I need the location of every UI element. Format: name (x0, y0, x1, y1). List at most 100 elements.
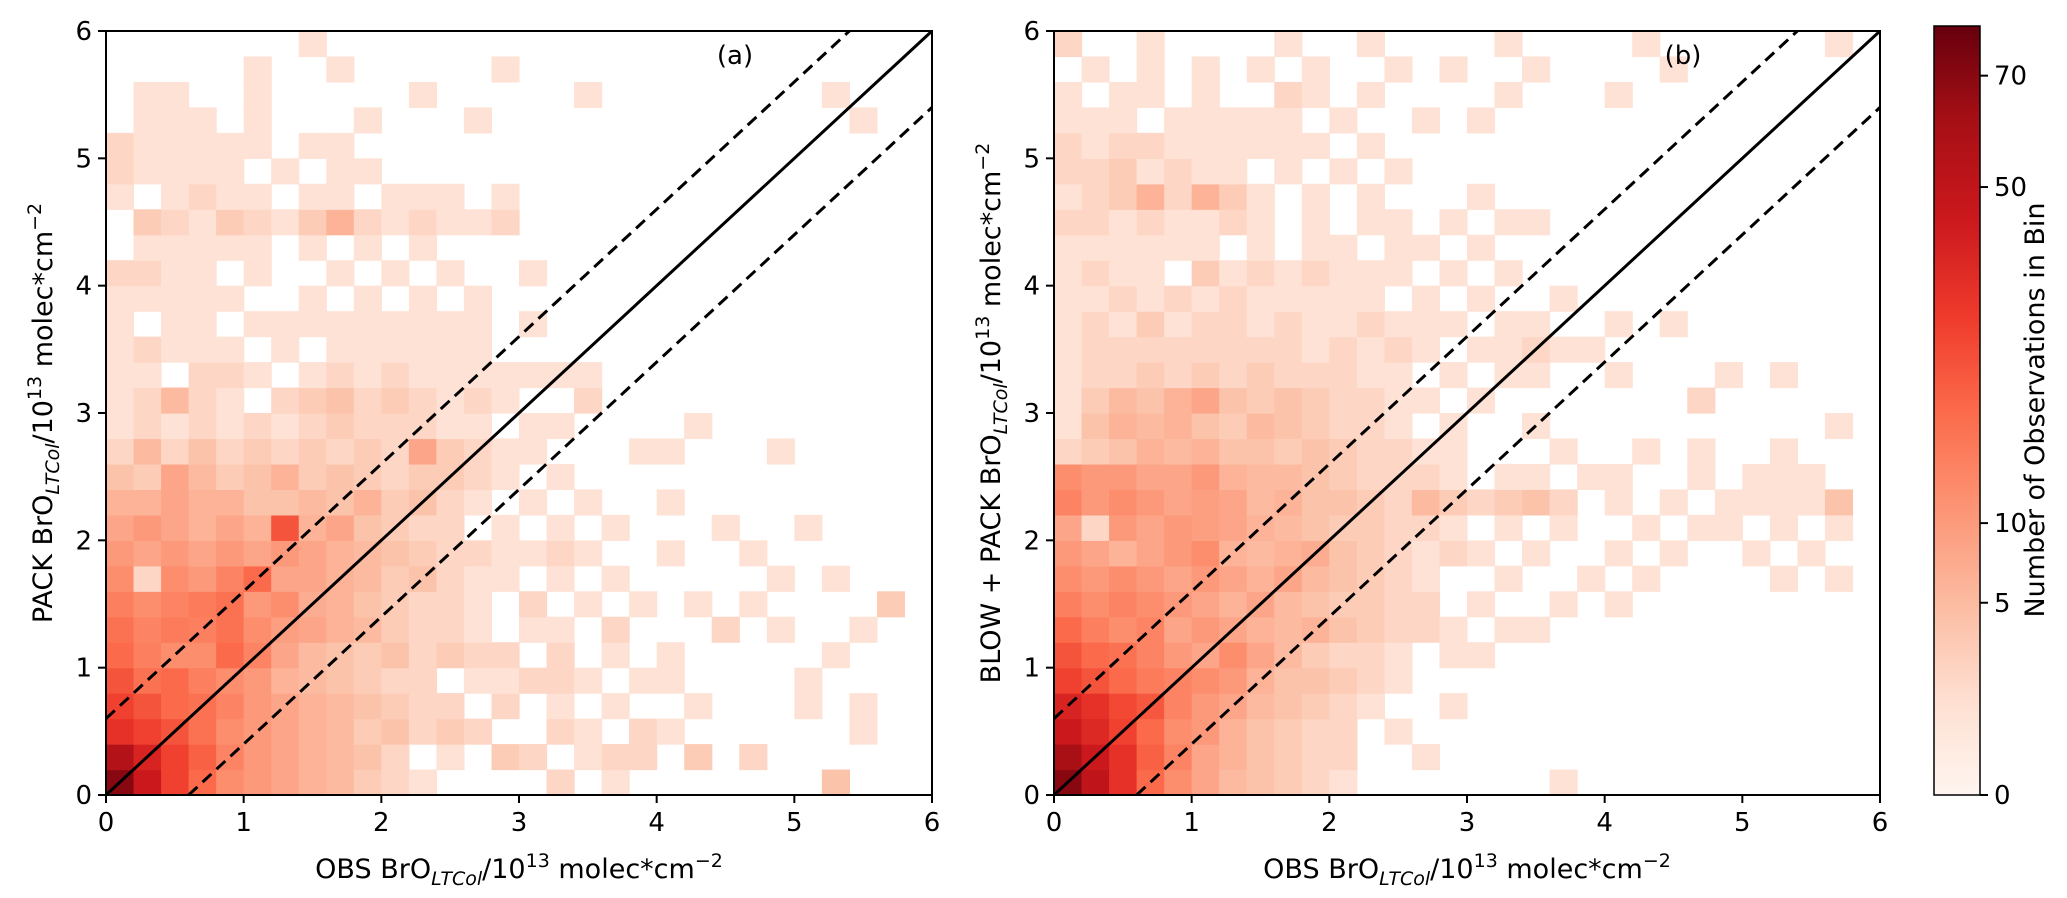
heatmap-cell (463, 667, 493, 694)
x-axis-label-b: OBS BrOLTCol/1013 molec*cm−2 (1263, 850, 1671, 890)
heatmap-cell (463, 285, 493, 312)
heatmap-cell (188, 438, 217, 465)
heatmap-cell (1164, 132, 1193, 159)
x-tick-label: 2 (373, 808, 390, 838)
heatmap-cell (1522, 540, 1551, 567)
heatmap-cell (1164, 769, 1193, 796)
heatmap-cell (1109, 693, 1138, 720)
heatmap-cell (133, 362, 162, 389)
heatmap-cell (1191, 285, 1220, 312)
heatmap-cell (326, 56, 355, 83)
heatmap-cell (106, 387, 135, 414)
heatmap-cell (794, 514, 823, 541)
heatmap-cell (216, 565, 245, 592)
heatmap-cell (161, 489, 190, 516)
heatmap-cell (519, 616, 548, 643)
colorbar-ticks: 0 5 10 50 70 (1980, 62, 2027, 811)
heatmap-cell (1356, 285, 1385, 312)
heatmap-cell (1384, 514, 1413, 541)
heatmap-cell (106, 438, 135, 465)
heatmap-cell (1301, 234, 1330, 261)
heatmap-cell (1411, 540, 1441, 567)
heatmap-cell (1081, 413, 1110, 440)
heatmap-cell (1246, 438, 1275, 465)
heatmap-cell (436, 362, 465, 389)
heatmap-cell (133, 336, 162, 363)
heatmap-cell (326, 413, 355, 440)
heatmap-cell (1411, 489, 1441, 516)
heatmap-cell (1356, 693, 1385, 720)
y-tick-label: 6 (75, 17, 92, 47)
heatmap-cell (1109, 311, 1138, 338)
heatmap-cell (436, 489, 465, 516)
heatmap-cell (1577, 336, 1606, 363)
heatmap-cell (1136, 744, 1165, 771)
heatmap-cell (1439, 463, 1468, 490)
heatmap-cell (1081, 463, 1110, 490)
heatmap-cell (1329, 285, 1358, 312)
heatmap-cell (491, 565, 520, 592)
heatmap-cell (1411, 616, 1441, 643)
heatmap-cell (1411, 107, 1441, 134)
heatmap-cell (298, 311, 327, 338)
heatmap-cell (1274, 132, 1303, 159)
heatmap-cell (491, 438, 520, 465)
heatmap-cell (353, 769, 382, 796)
heatmap-cell (1687, 387, 1716, 414)
heatmap-cell (1824, 489, 1854, 516)
heatmap-cell (1191, 56, 1220, 83)
heatmap-cell (1274, 31, 1303, 58)
heatmap-cell (1356, 463, 1385, 490)
heatmap-cell (821, 642, 850, 669)
heatmap-cell (1549, 285, 1578, 312)
heatmap-cell (1219, 107, 1248, 134)
heatmap-cell (491, 540, 520, 567)
heatmap-cell (1054, 81, 1083, 108)
heatmap-cell (106, 463, 135, 490)
heatmap-cell (1356, 183, 1385, 210)
heatmap-cell (271, 158, 300, 185)
heatmap-cell (519, 362, 548, 389)
heatmap-cell (1164, 285, 1193, 312)
heatmap-cell (436, 565, 465, 592)
heatmap-cell (1687, 514, 1716, 541)
heatmap-cell (408, 693, 437, 720)
heatmap-cell (766, 616, 795, 643)
heatmap-cell (1274, 107, 1303, 134)
heatmap-cell (1081, 260, 1110, 287)
heatmap-cell (381, 616, 410, 643)
heatmap-cell (188, 362, 217, 389)
heatmap-cell (1109, 591, 1138, 618)
heatmap-cell (849, 107, 878, 134)
heatmap-cell (436, 591, 465, 618)
heatmap-cell (574, 489, 603, 516)
heatmap-cell (1191, 387, 1220, 414)
heatmap-cell (216, 158, 245, 185)
heatmap-cell (1164, 540, 1193, 567)
heatmap-cell (1191, 438, 1220, 465)
heatmap-cell (1329, 260, 1358, 287)
heatmap-cells-b (1054, 31, 1854, 796)
heatmap-cell (1136, 463, 1165, 490)
heatmap-cell (1274, 387, 1303, 414)
heatmap-cell (161, 667, 190, 694)
heatmap-cell (298, 285, 327, 312)
heatmap-cell (1797, 540, 1826, 567)
heatmap-cell (106, 362, 135, 389)
heatmap-cell (1411, 311, 1441, 338)
heatmap-cell (271, 413, 300, 440)
heatmap-cell (1191, 183, 1220, 210)
heatmap-cells-a (106, 31, 906, 796)
heatmap-cell (1604, 362, 1633, 389)
heatmap-cell (1384, 718, 1413, 745)
heatmap-cell (353, 413, 382, 440)
heatmap-cell (106, 565, 135, 592)
heatmap-cell (353, 565, 382, 592)
heatmap-cell (216, 514, 245, 541)
heatmap-cell (1191, 336, 1220, 363)
heatmap-cell (326, 769, 355, 796)
heatmap-cell (574, 362, 603, 389)
heatmap-cell (876, 591, 906, 618)
heatmap-cell (1329, 234, 1358, 261)
heatmap-cell (629, 438, 658, 465)
